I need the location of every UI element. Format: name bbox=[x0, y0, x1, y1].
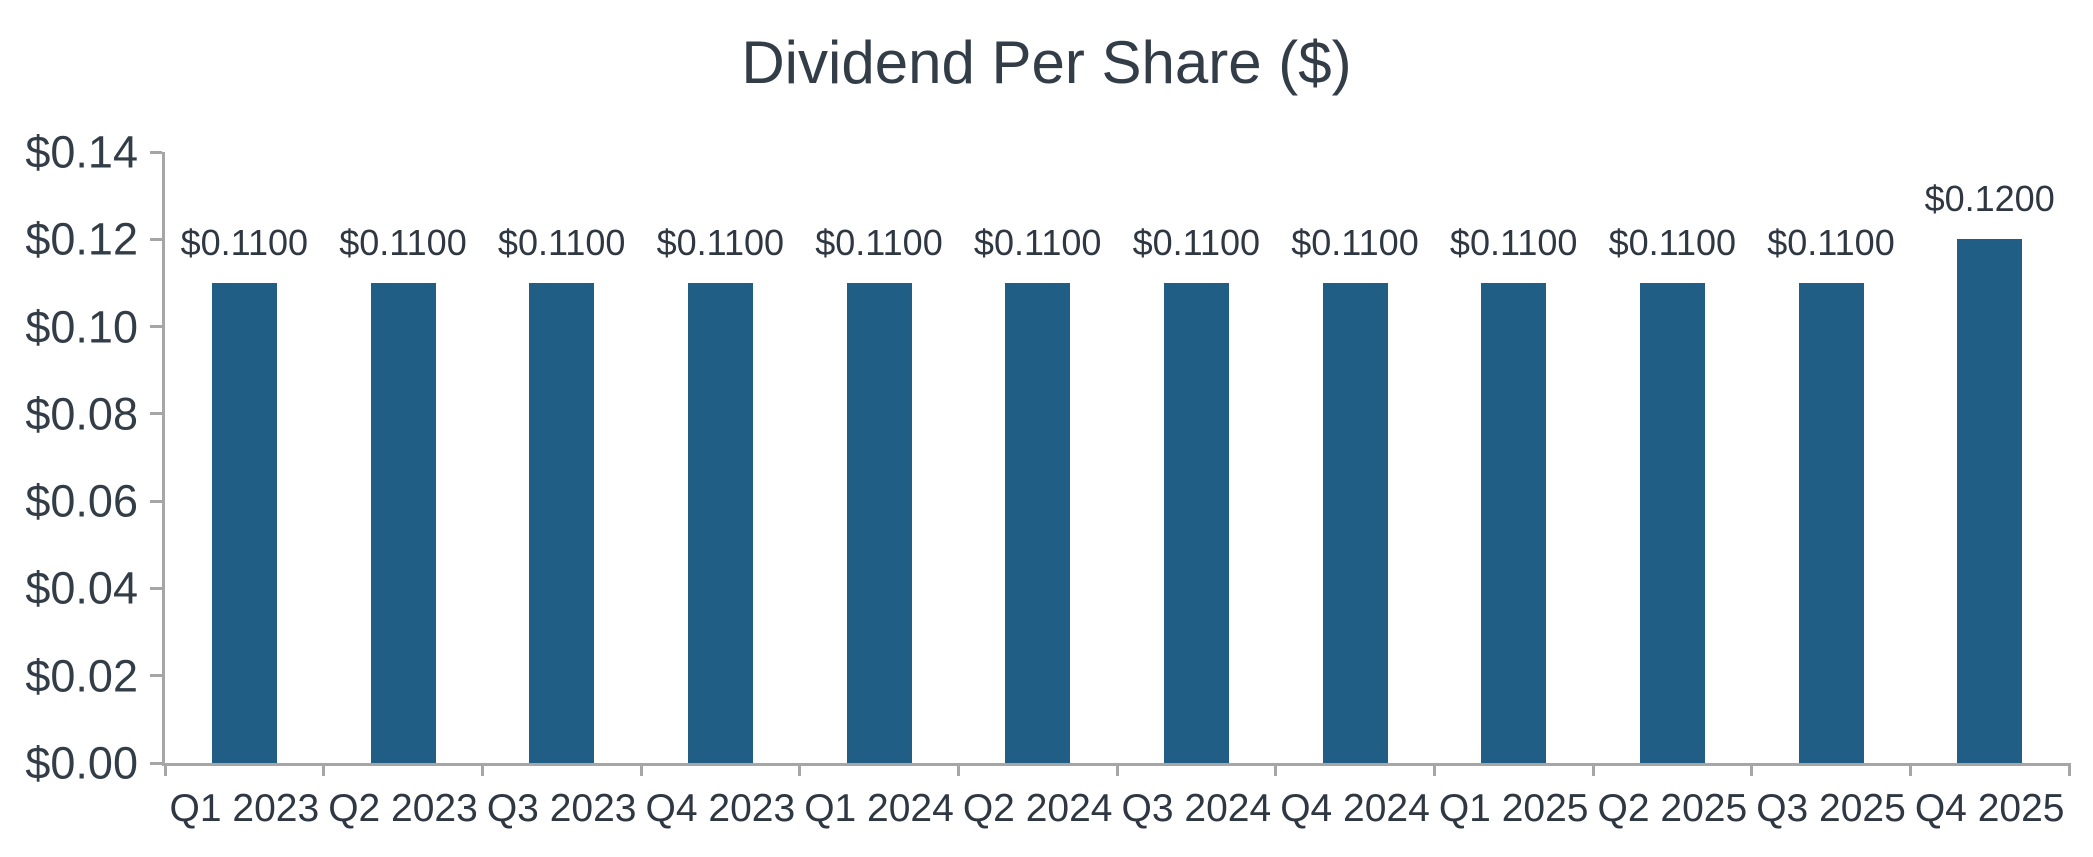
x-axis-category-label: Q3 2023 bbox=[486, 787, 637, 830]
y-axis-tick-label: $0.12 bbox=[25, 213, 138, 265]
bar-value-label: $0.1100 bbox=[973, 221, 1102, 263]
y-axis-tick-label: $0.04 bbox=[25, 562, 138, 614]
x-axis-tick bbox=[1908, 763, 1912, 776]
plot-area: $0.1100 Q1 2023 $0.1100 Q2 2023 $0.1100 Q3 20… bbox=[150, 150, 2071, 828]
x-axis-tick bbox=[956, 763, 960, 776]
bar bbox=[211, 282, 277, 763]
y-axis-tick bbox=[150, 499, 162, 503]
x-axis-category-label: Q4 2024 bbox=[1280, 787, 1430, 830]
bar bbox=[687, 282, 753, 763]
x-axis-tick bbox=[1591, 763, 1595, 776]
bar-value-label: $0.1100 bbox=[1449, 221, 1578, 263]
bar-value-label: $0.1200 bbox=[1924, 178, 2055, 220]
y-axis-tick-label: $0.06 bbox=[25, 475, 138, 527]
y-axis-tick bbox=[150, 674, 162, 678]
x-axis-tick bbox=[798, 763, 802, 776]
x-axis-tick bbox=[480, 763, 484, 776]
x-axis-category-label: Q1 2025 bbox=[1438, 787, 1589, 830]
bar bbox=[1798, 282, 1864, 763]
y-axis-tick-label: $0.08 bbox=[25, 388, 138, 440]
x-axis-category-label: Q2 2023 bbox=[328, 787, 478, 830]
x-axis-category-label: Q1 2023 bbox=[169, 787, 320, 830]
x-axis-category-label: Q1 2024 bbox=[804, 787, 954, 830]
y-axis-tick bbox=[150, 237, 162, 241]
bar bbox=[529, 282, 595, 763]
bar-value-label: $0.1100 bbox=[180, 221, 309, 263]
x-axis-category-label: Q3 2025 bbox=[1756, 787, 1906, 830]
bar-value-label: $0.1100 bbox=[1608, 221, 1737, 263]
bar bbox=[1481, 282, 1547, 763]
bar-value-label: $0.1100 bbox=[815, 221, 943, 263]
bar-value-label: $0.1100 bbox=[1291, 221, 1419, 263]
bar-value-label: $0.1100 bbox=[1132, 221, 1261, 263]
y-axis-tick-label: $0.02 bbox=[25, 650, 138, 702]
x-axis-tick bbox=[2067, 763, 2071, 776]
x-axis-tick bbox=[163, 763, 167, 776]
bar bbox=[1005, 282, 1071, 763]
bar bbox=[1322, 282, 1388, 763]
y-axis-tick bbox=[150, 325, 162, 329]
x-axis-tick bbox=[1115, 763, 1119, 776]
y-axis-tick bbox=[150, 586, 162, 590]
y-axis-tick-label: $0.10 bbox=[25, 301, 138, 353]
x-axis-tick bbox=[639, 763, 643, 776]
x-axis-category-label: Q3 2024 bbox=[1121, 787, 1272, 830]
y-axis-tick-label: $0.14 bbox=[25, 126, 138, 178]
x-axis-category-label: Q2 2025 bbox=[1597, 787, 1748, 830]
bar-value-label: $0.1100 bbox=[339, 221, 467, 263]
bar bbox=[1163, 282, 1229, 763]
y-axis-tick bbox=[150, 412, 162, 416]
bar bbox=[1639, 282, 1705, 763]
y-axis-tick-label: $0.00 bbox=[25, 737, 138, 789]
x-axis-category-label: Q4 2025 bbox=[1914, 787, 2065, 830]
bar-value-label: $0.1100 bbox=[497, 221, 626, 263]
bar bbox=[846, 282, 912, 763]
y-axis-labels: $0.00 $0.02 $0.04 $0.06 $0.08 $0.10 $0.12 $0.14 bbox=[0, 0, 138, 857]
chart-title: Dividend Per Share ($) bbox=[741, 29, 1352, 96]
y-axis-tick bbox=[150, 761, 162, 765]
y-axis-tick bbox=[150, 150, 162, 154]
bar bbox=[1957, 239, 2023, 763]
bar bbox=[370, 282, 436, 763]
x-axis-tick bbox=[1750, 763, 1754, 776]
x-axis-category-label: Q4 2023 bbox=[645, 787, 796, 830]
x-axis-tick bbox=[1274, 763, 1278, 776]
bar-value-label: $0.1100 bbox=[1767, 221, 1895, 263]
x-axis-tick bbox=[1432, 763, 1436, 776]
x-axis-category-label: Q2 2024 bbox=[962, 787, 1113, 830]
x-axis-tick bbox=[322, 763, 326, 776]
bar-value-label: $0.1100 bbox=[656, 221, 785, 263]
